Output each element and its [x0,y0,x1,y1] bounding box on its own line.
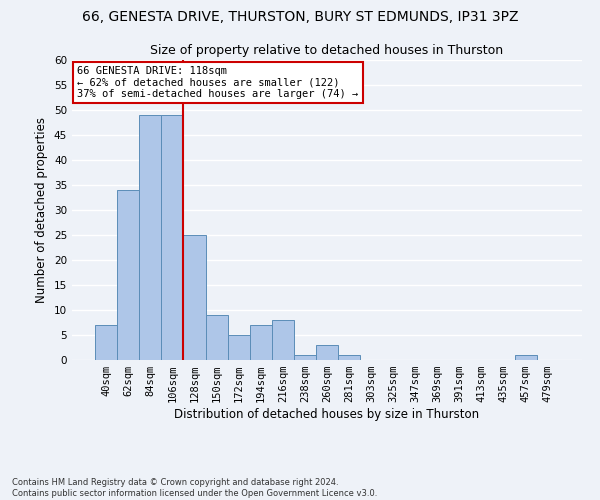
Bar [515,355,537,360]
Bar [95,325,117,360]
Text: 66, GENESTA DRIVE, THURSTON, BURY ST EDMUNDS, IP31 3PZ: 66, GENESTA DRIVE, THURSTON, BURY ST EDM… [82,10,518,24]
Bar [250,325,272,360]
Bar [316,345,338,360]
Bar [338,355,360,360]
X-axis label: Distribution of detached houses by size in Thurston: Distribution of detached houses by size … [175,408,479,421]
Bar [206,315,227,360]
Y-axis label: Number of detached properties: Number of detached properties [35,117,49,303]
Text: Contains HM Land Registry data © Crown copyright and database right 2024.
Contai: Contains HM Land Registry data © Crown c… [12,478,377,498]
Bar [294,355,316,360]
Bar [139,115,161,360]
Text: 66 GENESTA DRIVE: 118sqm
← 62% of detached houses are smaller (122)
37% of semi-: 66 GENESTA DRIVE: 118sqm ← 62% of detach… [77,66,358,99]
Title: Size of property relative to detached houses in Thurston: Size of property relative to detached ho… [151,44,503,58]
Bar [161,115,184,360]
Bar [184,235,206,360]
Bar [272,320,294,360]
Bar [227,335,250,360]
Bar [117,190,139,360]
